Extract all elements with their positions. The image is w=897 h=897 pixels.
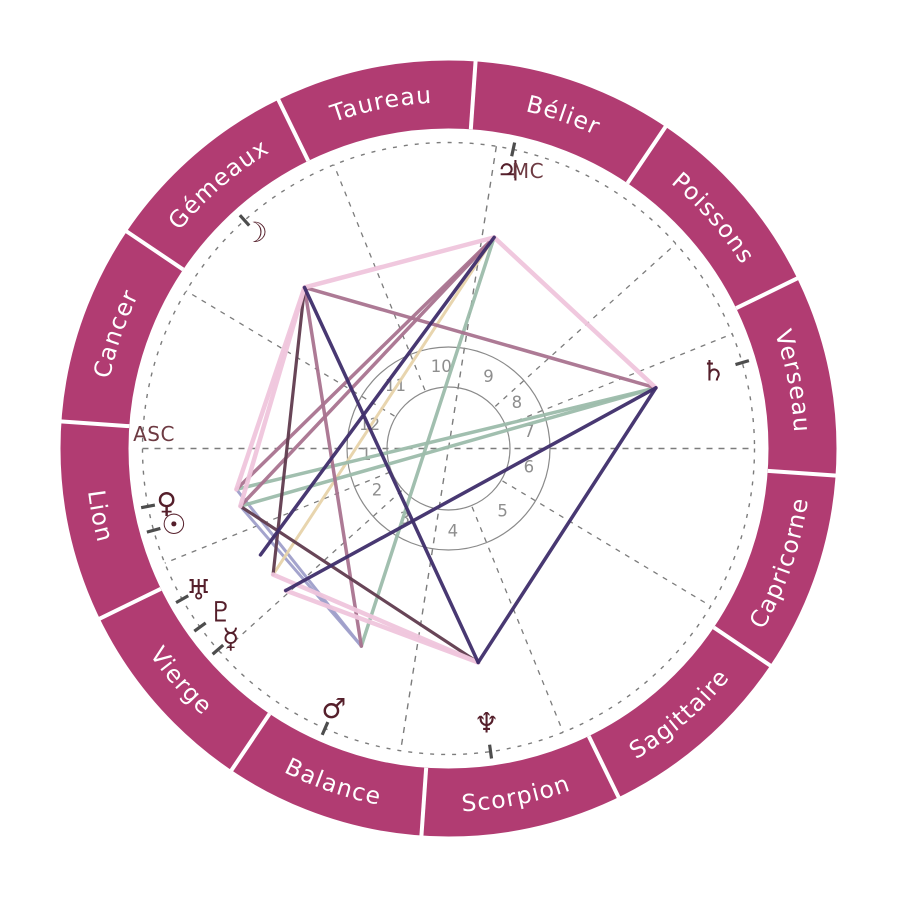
planet-neptune-glyph: ♆ bbox=[474, 706, 499, 739]
degree-tick-saturn bbox=[735, 359, 750, 367]
sign-separator bbox=[712, 625, 773, 668]
house-number-7: 7 bbox=[524, 422, 535, 441]
degree-tick-mars bbox=[320, 721, 330, 736]
house-number-1: 1 bbox=[361, 445, 372, 464]
planet-mars-glyph: ♂ bbox=[321, 692, 346, 725]
midheaven-label: MC bbox=[512, 159, 544, 183]
planet-venus-glyph: ♀ bbox=[156, 486, 177, 519]
aspect-sun-saturn bbox=[238, 386, 658, 508]
house-number-9: 9 bbox=[483, 367, 494, 386]
degree-tick-neptune bbox=[488, 744, 494, 759]
house-cusp bbox=[502, 480, 712, 607]
aspect-jupiter-mars bbox=[359, 235, 496, 648]
planet-sun-glyph: ☉ bbox=[161, 508, 186, 541]
aspect-pluto-neptune bbox=[270, 572, 481, 665]
sign-separator bbox=[625, 124, 668, 185]
sign-separator bbox=[468, 60, 478, 130]
aspect-jupiter-saturn bbox=[491, 235, 659, 391]
aspect-moon-sun bbox=[238, 285, 307, 509]
planet-saturn-glyph: ♄ bbox=[701, 355, 726, 388]
aspect-sun-jupiter bbox=[238, 235, 496, 508]
house-cusp bbox=[185, 290, 395, 417]
planet-moon-glyph: ☽ bbox=[243, 216, 268, 249]
ascendant-label: ASC bbox=[133, 422, 175, 446]
house-number-2: 2 bbox=[372, 480, 383, 499]
degree-tick-pluto bbox=[193, 621, 207, 633]
house-number-6: 6 bbox=[524, 458, 535, 477]
house-cusp bbox=[506, 333, 733, 426]
aspect-mercury-saturn bbox=[283, 386, 658, 593]
house-cusp bbox=[333, 164, 426, 391]
aspect-venus-jupiter bbox=[234, 235, 496, 492]
sign-separator bbox=[735, 276, 800, 311]
aspect-neptune-saturn bbox=[476, 386, 658, 665]
house-number-8: 8 bbox=[512, 393, 523, 412]
sign-separator bbox=[586, 735, 621, 800]
sign-separator bbox=[767, 468, 837, 478]
aspect-jupiter-pluto bbox=[271, 235, 496, 577]
degree-tick-venus bbox=[140, 503, 156, 510]
planet-mercury-glyph: ☿ bbox=[222, 622, 239, 655]
degree-tick-mercury bbox=[211, 643, 225, 656]
house-number-4: 4 bbox=[448, 521, 459, 540]
house-cusp bbox=[164, 471, 391, 564]
aspect-moon-neptune bbox=[302, 285, 480, 665]
sign-separator bbox=[419, 767, 429, 837]
planet-jupiter-glyph: ♃ bbox=[496, 154, 521, 187]
zodiac-ring bbox=[60, 60, 837, 837]
degree-tick-jupiter bbox=[510, 142, 517, 157]
degree-tick-sun bbox=[146, 526, 161, 534]
planet-pluto-glyph: ♇ bbox=[209, 595, 234, 628]
degree-tick-uranus bbox=[175, 594, 190, 605]
aspect-moon-mars bbox=[302, 285, 364, 648]
house-number-5: 5 bbox=[497, 501, 508, 520]
aspect-venus-saturn bbox=[234, 386, 658, 492]
sign-separator bbox=[229, 712, 272, 773]
house-cusp bbox=[471, 506, 564, 733]
sign-separator bbox=[276, 97, 311, 162]
house-circle-outer bbox=[346, 346, 551, 551]
degree-tick-moon bbox=[238, 214, 251, 227]
planet-uranus-glyph: ♅ bbox=[186, 573, 211, 606]
house-cusp bbox=[220, 490, 403, 654]
sign-separator bbox=[124, 229, 185, 272]
house-number-3: 3 bbox=[400, 509, 411, 528]
aspect-moon-saturn bbox=[302, 285, 658, 390]
sign-separator bbox=[97, 586, 162, 621]
aspect-sun-neptune bbox=[238, 504, 480, 665]
sign-separator bbox=[60, 419, 130, 429]
aspect-moon-jupiter bbox=[302, 235, 497, 290]
house-number-10: 10 bbox=[431, 357, 452, 376]
aspect-jupiter-uranus bbox=[258, 235, 496, 557]
aspect-moon-pluto bbox=[271, 285, 307, 577]
house-circle-inner bbox=[386, 386, 511, 511]
aspect-sun-mars bbox=[238, 504, 363, 648]
